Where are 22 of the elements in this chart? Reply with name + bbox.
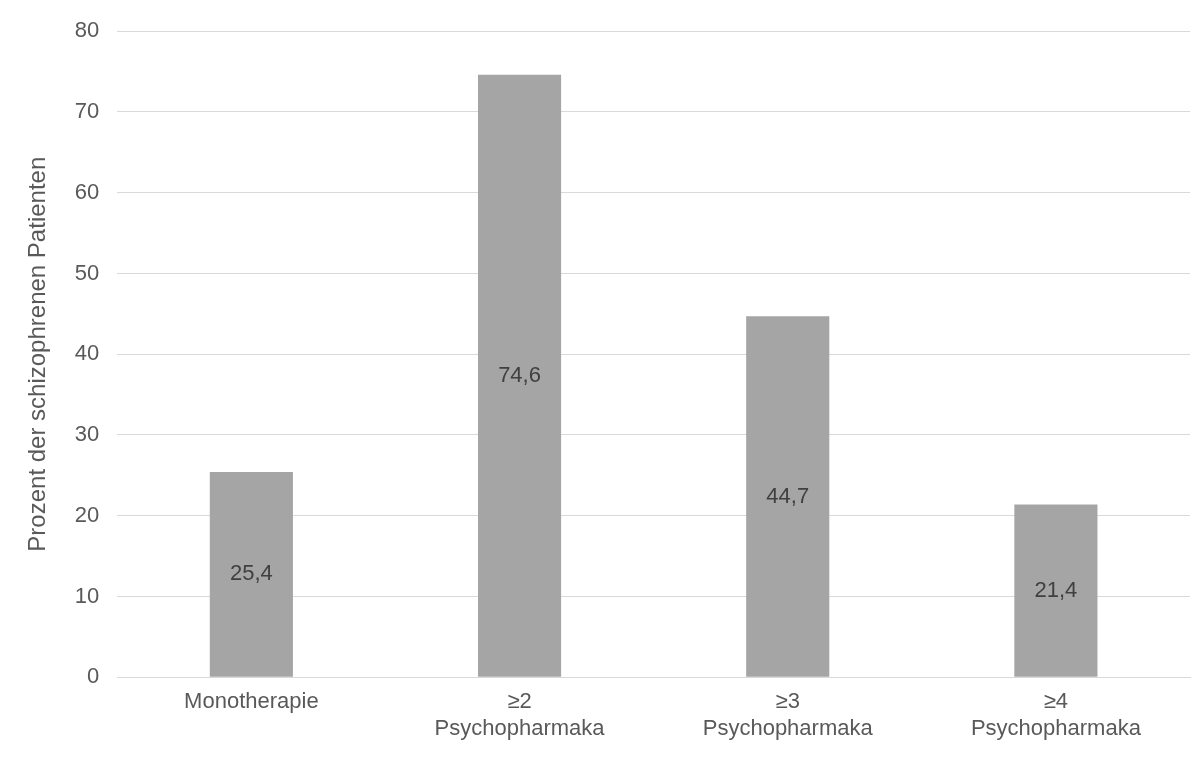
y-tick-label: 20 xyxy=(74,501,100,527)
y-tick-label: 50 xyxy=(74,259,100,285)
y-tick-label: 70 xyxy=(74,98,100,124)
bar xyxy=(209,472,293,677)
bar xyxy=(1014,504,1098,677)
y-tick-label: 30 xyxy=(74,421,100,447)
x-tick-label: ≥2 Psychopharmaka xyxy=(434,688,606,740)
y-tick-label: 0 xyxy=(87,663,100,689)
y-tick-label: 60 xyxy=(74,178,100,204)
bar xyxy=(746,316,830,677)
y-tick-label: 40 xyxy=(74,340,100,366)
y-tick-label: 10 xyxy=(74,582,100,608)
x-tick-label: Monotherapie xyxy=(184,688,319,714)
data-label: 74,6 xyxy=(498,361,541,387)
bar xyxy=(477,74,562,677)
y-tick-label: 80 xyxy=(74,17,100,43)
x-tick-label: ≥4 Psychopharmaka xyxy=(970,688,1142,740)
data-label: 21,4 xyxy=(1034,576,1078,602)
y-axis-title: Prozent der schizophrenen Patienten xyxy=(23,156,51,552)
data-label: 25,4 xyxy=(229,560,273,586)
data-label: 44,7 xyxy=(766,482,810,508)
x-tick-label: ≥3 Psychopharmaka xyxy=(702,688,874,740)
